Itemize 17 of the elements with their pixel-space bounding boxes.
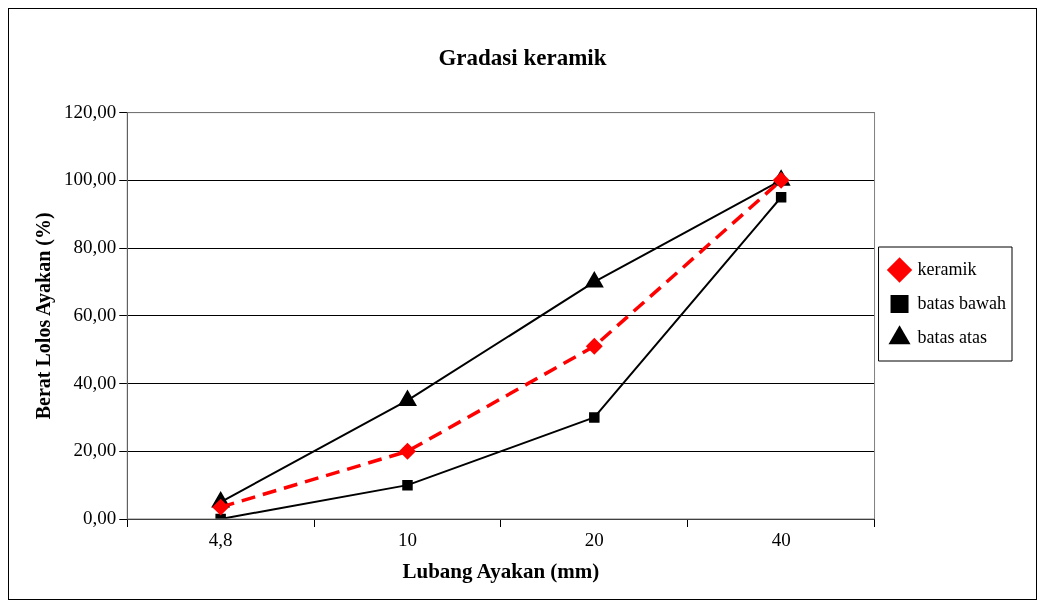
x-tick-label: 20 — [584, 529, 604, 551]
y-tick-label: 0,00 — [83, 506, 117, 528]
x-tick-label: 10 — [397, 529, 417, 551]
legend-label: keramik — [917, 258, 977, 279]
chart-title: Gradasi keramik — [438, 44, 607, 70]
legend-label: batas atas — [917, 326, 988, 347]
x-tick-label: 40 — [771, 529, 791, 551]
y-tick-label: 60,00 — [73, 303, 117, 325]
y-tick-label: 20,00 — [73, 439, 117, 461]
y-tick-label: 100,00 — [64, 168, 117, 190]
legend-label: batas bawah — [917, 292, 1007, 313]
y-tick-label: 80,00 — [73, 236, 117, 258]
x-axis-title: Lubang Ayakan (mm) — [402, 558, 600, 583]
y-tick-label: 120,00 — [64, 100, 117, 122]
x-tick-label: 4,8 — [208, 529, 233, 551]
y-axis-title: Berat Lolos Ayakan (%) — [32, 212, 56, 420]
y-tick-label: 40,00 — [73, 371, 117, 393]
